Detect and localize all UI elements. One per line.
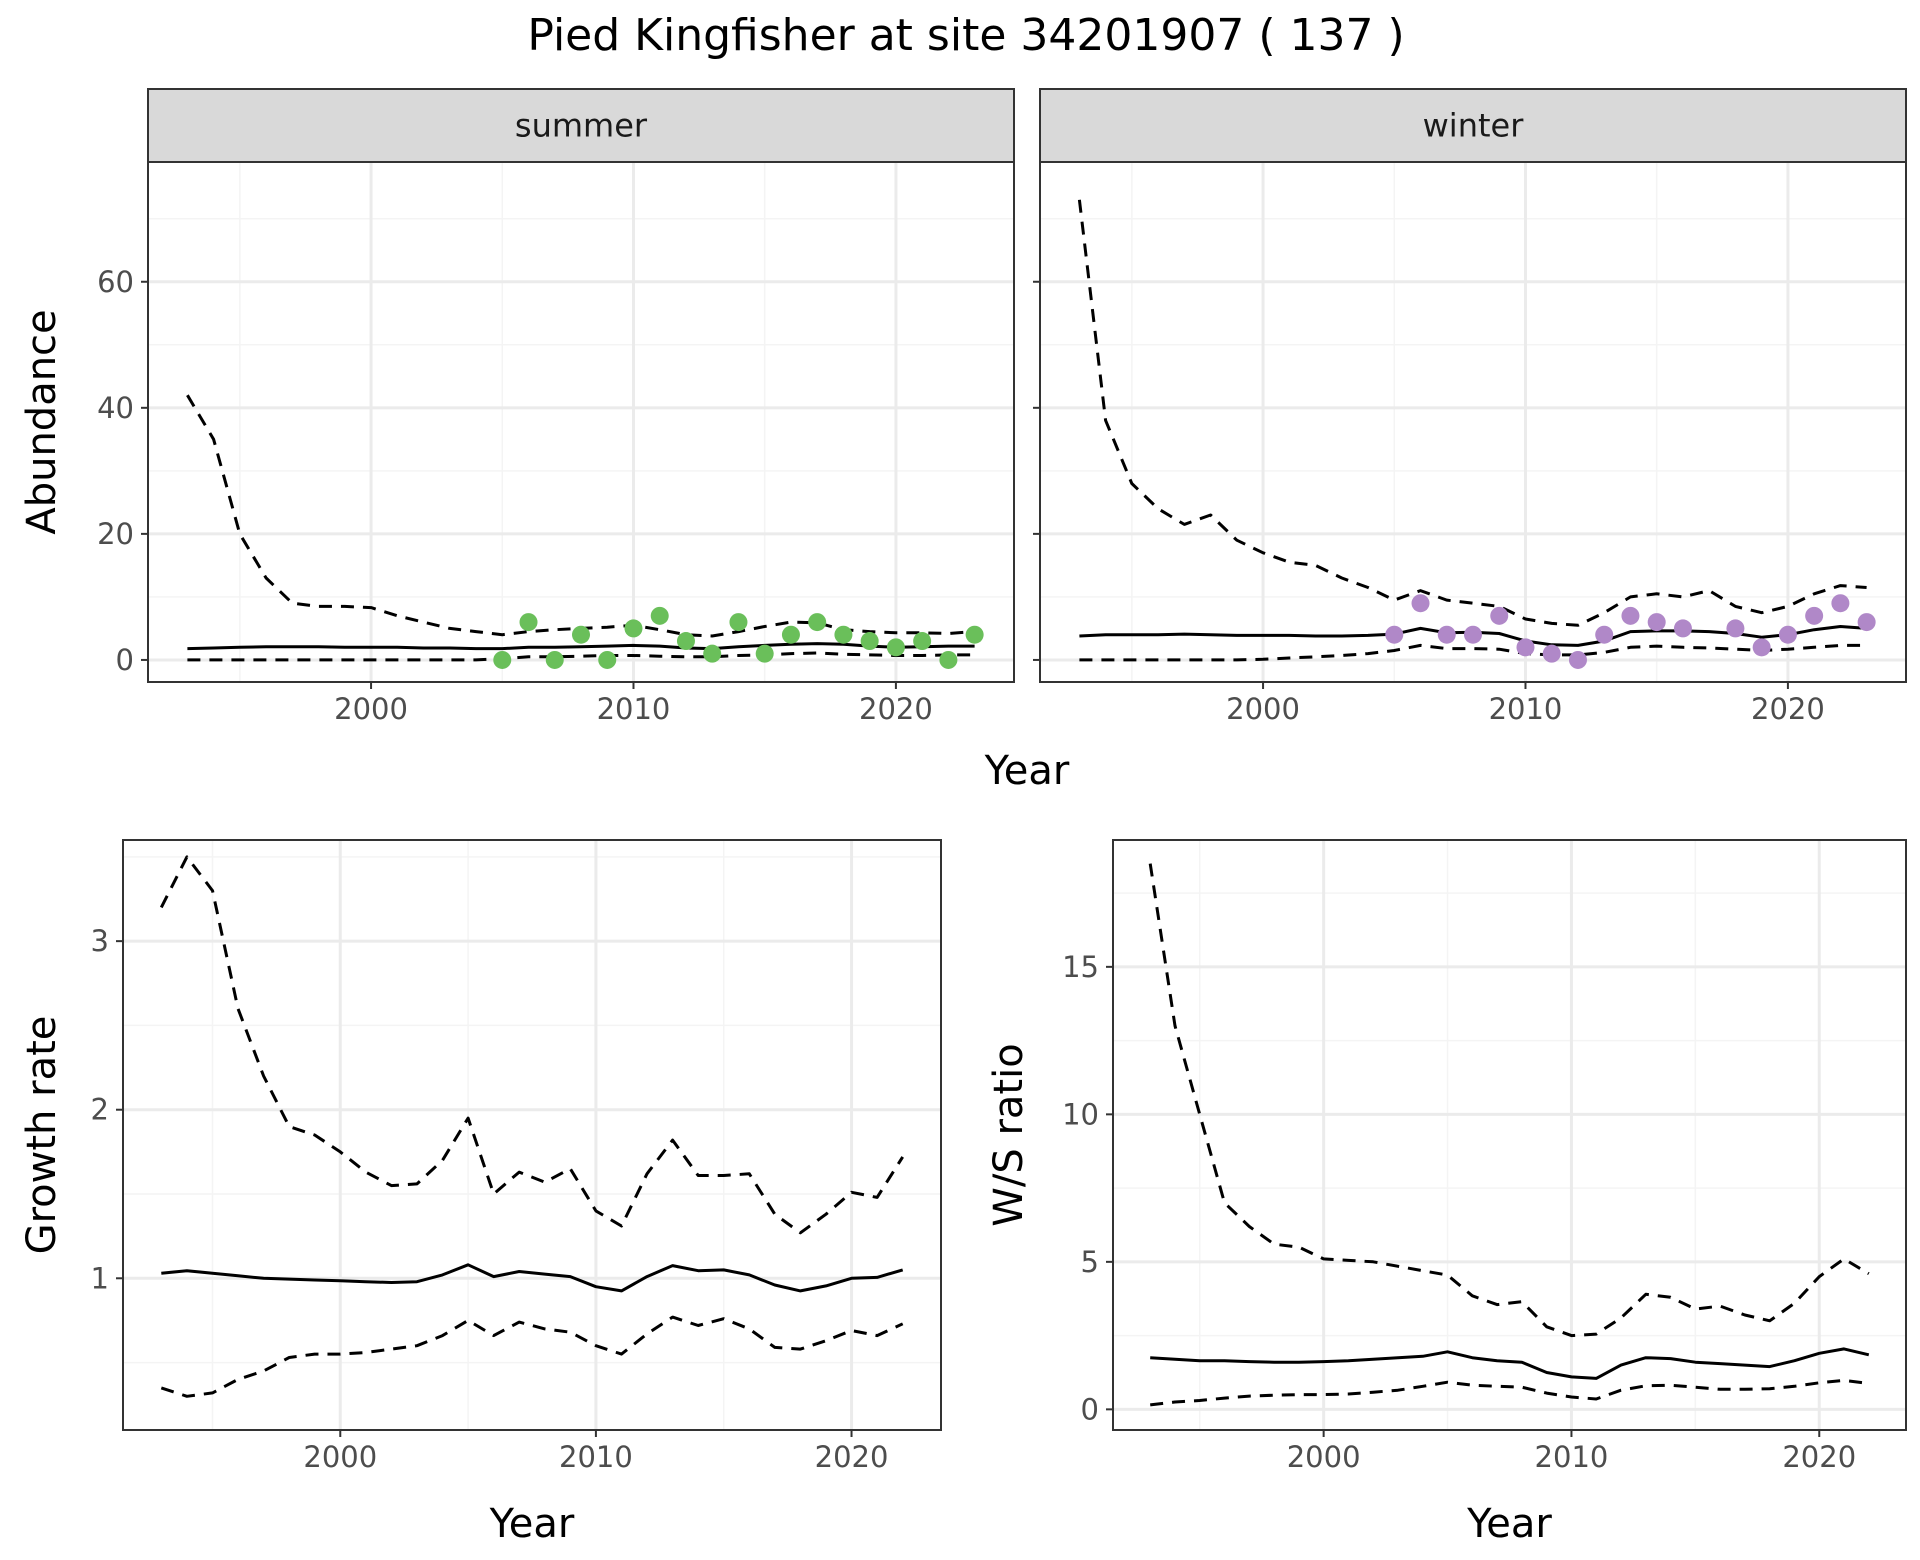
series-mean-line [161,1263,904,1293]
x-axis-label-top: Year [984,748,1070,794]
panel-winter: winter 2000 2010 2020 [1033,88,1907,726]
data-point [834,625,853,644]
panel-border [122,839,942,1431]
series-lower-line [160,1315,904,1398]
y-axis-label: W/S ratio [986,1043,1032,1226]
data-point [545,650,564,669]
data-point [860,632,879,651]
x-tick-label: 2010 [559,1440,633,1474]
x-tick-label: 2020 [859,692,933,726]
data-point [1411,594,1430,613]
data-point [703,644,722,663]
data-point [1805,606,1824,625]
y-tick-label: 10 [1062,1097,1099,1131]
data-point [886,638,905,657]
data-point [1726,619,1745,638]
y-tick-label: 20 [97,517,134,551]
x-tick-label: 2010 [1535,1440,1609,1474]
data-point [781,625,800,644]
y-tick-label: 0 [1081,1392,1099,1426]
plot-area [148,162,1014,682]
plot-area [1040,162,1906,682]
y-axis-label-top: Abundance [19,309,65,534]
data-point [965,625,984,644]
strip-winter [1039,88,1907,163]
data-point [939,650,958,669]
data-point [913,632,932,651]
chart-title: Pied Kingfisher at site 34201907 ( 137 ) [527,10,1404,61]
y-axis-label: Growth rate [19,1016,65,1255]
series-mean-line [1150,1347,1870,1380]
x-tick-label: 2020 [815,1440,889,1474]
series-lower-line [1150,1378,1869,1407]
x-axis-label: Year [489,1501,575,1547]
panel-border [1039,161,1907,683]
data-point [598,650,617,669]
data-point [1857,613,1876,632]
data-point [1568,650,1587,669]
data-point [1621,606,1640,625]
data-point [1437,625,1456,644]
data-point [755,644,774,663]
data-point [1595,625,1614,644]
data-point [1464,625,1482,644]
data-point [1673,619,1692,638]
y-tick-label: 5 [1081,1245,1099,1279]
x-tick-label: 2020 [1782,1440,1856,1474]
x-axis-label: Year [1466,1501,1552,1547]
data-point [676,632,695,651]
x-tick-label: 2000 [1226,692,1300,726]
panel-border [147,161,1015,683]
x-tick-label: 2000 [1287,1440,1361,1474]
series-mean-line [187,642,975,651]
data-point [572,625,590,644]
data-point [1385,625,1404,644]
y-tick-label: 1 [91,1261,109,1295]
data-point [1516,638,1535,657]
x-tick-label: 2010 [1489,692,1563,726]
strip-label-summer: summer [515,107,648,145]
x-tick-label: 2010 [597,692,671,726]
data-point [519,613,538,632]
plot-area [1113,840,1906,1430]
strip-label-winter: winter [1423,107,1525,145]
data-point [808,613,827,632]
data-point [1490,606,1509,625]
panel-ws_ratio: 2000 2010 2020 0 5 10 15 Year W/S ratio [986,839,1907,1547]
x-tick-label: 2000 [303,1440,377,1474]
y-tick-label: 3 [91,924,109,958]
y-tick-label: 0 [116,643,134,677]
panel-summer: summer 2000 2010 2020 0 20 40 60 [97,88,1015,726]
data-point [624,619,643,638]
data-point [1831,594,1850,613]
series-upper-line [159,855,904,1235]
y-tick-label: 40 [97,391,134,425]
series-upper-line [1148,863,1870,1338]
y-tick-label: 60 [97,265,134,299]
data-point [1752,638,1771,657]
series-upper-line [1077,199,1867,627]
panel-border [1112,839,1907,1431]
data-point [493,650,512,669]
y-tick-label: 15 [1062,950,1099,984]
data-point [1647,613,1666,632]
plot-area [123,840,941,1430]
data-point [1778,625,1797,644]
strip-summer [147,88,1015,163]
data-point [650,606,669,625]
panel-growth: 2000 2010 2020 1 2 3 Year Growth rate [19,839,942,1547]
x-tick-label: 2000 [334,692,408,726]
data-point [1542,644,1561,663]
y-tick-label: 2 [91,1093,109,1127]
data-point [729,613,748,632]
x-tick-label: 2020 [1751,692,1825,726]
